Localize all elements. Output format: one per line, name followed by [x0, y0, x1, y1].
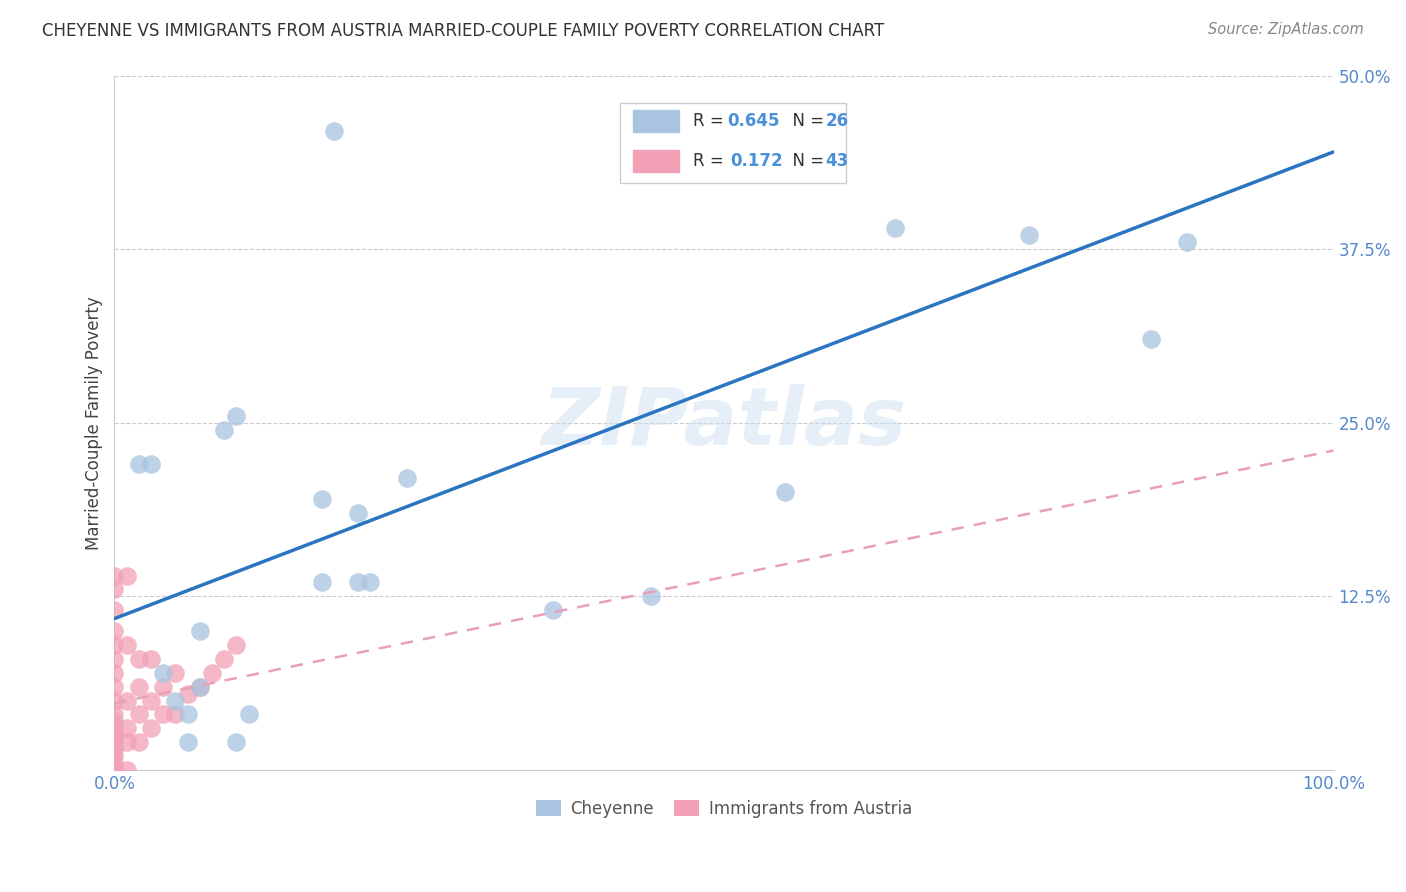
Point [225, 735, 247, 749]
Point [128, 680, 150, 694]
Point [115, 722, 138, 736]
Text: 0.172: 0.172 [730, 152, 783, 170]
Y-axis label: Married-Couple Family Poverty: Married-Couple Family Poverty [86, 296, 103, 549]
Point [188, 680, 211, 694]
Point [103, 749, 125, 764]
Text: ZIPatlas: ZIPatlas [541, 384, 907, 462]
Point [128, 735, 150, 749]
Point [103, 624, 125, 639]
Legend: Cheyenne, Immigrants from Austria: Cheyenne, Immigrants from Austria [529, 793, 920, 824]
Point [103, 680, 125, 694]
FancyBboxPatch shape [620, 103, 846, 183]
Text: R =: R = [693, 112, 730, 130]
Point [103, 735, 125, 749]
Text: R =: R = [693, 152, 735, 170]
Text: 43: 43 [825, 152, 848, 170]
Point [152, 680, 174, 694]
Point [115, 638, 138, 652]
FancyBboxPatch shape [633, 150, 679, 172]
Point [115, 763, 138, 777]
Point [103, 742, 125, 756]
Point [139, 652, 162, 666]
Point [543, 603, 565, 617]
Point [103, 582, 125, 597]
Point [165, 707, 187, 722]
Point [188, 680, 211, 694]
Point [176, 707, 198, 722]
Point [225, 638, 247, 652]
Point [1175, 235, 1198, 250]
Point [103, 763, 125, 777]
Point [115, 693, 138, 707]
Point [103, 742, 125, 756]
Point [201, 665, 224, 680]
Point [311, 492, 333, 507]
FancyBboxPatch shape [633, 111, 679, 133]
Point [103, 603, 125, 617]
Point [773, 485, 796, 500]
Point [152, 707, 174, 722]
Point [640, 590, 662, 604]
Point [1018, 228, 1040, 243]
Point [311, 575, 333, 590]
Point [165, 665, 187, 680]
Point [103, 728, 125, 742]
Point [103, 722, 125, 736]
Point [115, 735, 138, 749]
Text: 26: 26 [825, 112, 848, 130]
Point [103, 714, 125, 729]
Point [188, 624, 211, 639]
Point [103, 728, 125, 742]
Point [359, 575, 381, 590]
Point [347, 575, 370, 590]
Point [176, 687, 198, 701]
Point [103, 693, 125, 707]
Point [152, 665, 174, 680]
Point [103, 638, 125, 652]
Point [212, 423, 235, 437]
Point [103, 665, 125, 680]
Point [103, 568, 125, 582]
Text: CHEYENNE VS IMMIGRANTS FROM AUSTRIA MARRIED-COUPLE FAMILY POVERTY CORRELATION CH: CHEYENNE VS IMMIGRANTS FROM AUSTRIA MARR… [42, 22, 884, 40]
Point [128, 707, 150, 722]
Point [165, 693, 187, 707]
Point [322, 124, 344, 138]
Point [139, 458, 162, 472]
Point [128, 458, 150, 472]
Point [225, 409, 247, 423]
Point [238, 707, 260, 722]
Point [103, 707, 125, 722]
Point [347, 506, 370, 520]
Text: 0.645: 0.645 [728, 112, 780, 130]
Point [115, 568, 138, 582]
Point [883, 221, 905, 235]
Text: N =: N = [783, 112, 830, 130]
Point [139, 722, 162, 736]
Point [395, 471, 418, 485]
Text: N =: N = [783, 152, 830, 170]
Point [103, 756, 125, 770]
Point [103, 652, 125, 666]
Point [1139, 333, 1161, 347]
Point [139, 693, 162, 707]
Point [212, 652, 235, 666]
Point [103, 763, 125, 777]
Text: Source: ZipAtlas.com: Source: ZipAtlas.com [1208, 22, 1364, 37]
Point [176, 735, 198, 749]
Point [128, 652, 150, 666]
